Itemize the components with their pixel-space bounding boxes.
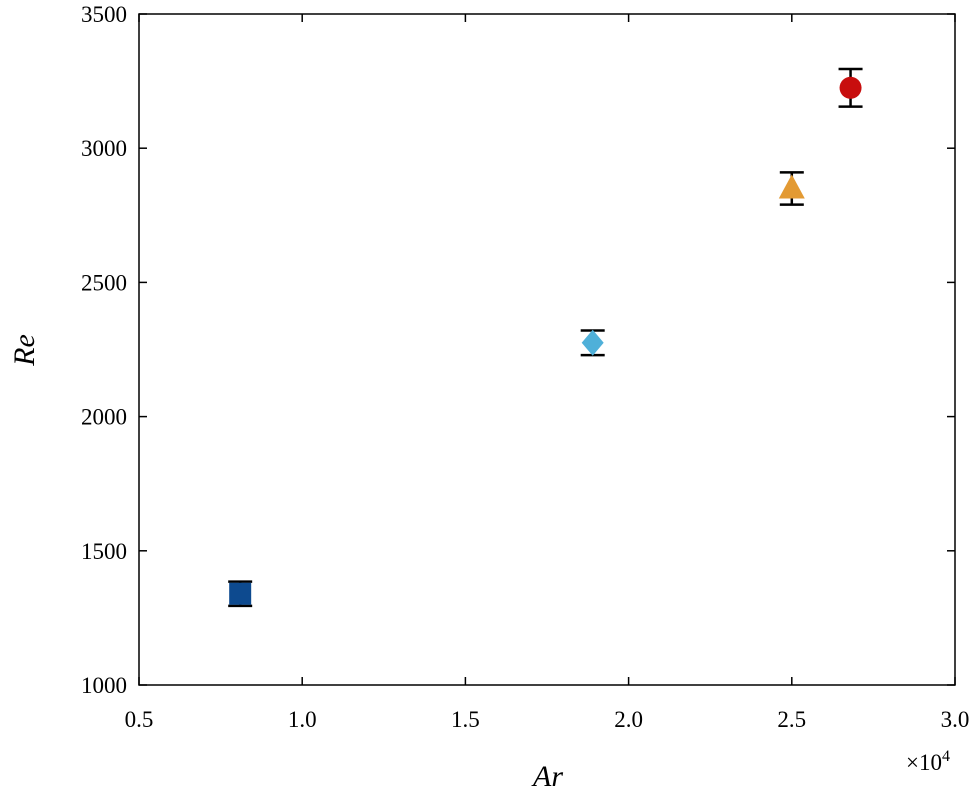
x-tick-label: 0.5 (125, 707, 154, 732)
y-tick-label: 3000 (81, 136, 127, 161)
x-scale-base: ×10 (906, 750, 942, 775)
plot-frame (138, 13, 956, 686)
x-scale-exponent: 4 (942, 748, 950, 765)
y-tick-label: 2500 (81, 270, 127, 295)
x-tick-label: 1.5 (451, 707, 480, 732)
marker (581, 329, 604, 356)
x-scale-label: ×104 (906, 748, 950, 775)
x-axis-label: Ar (531, 760, 563, 793)
marker (839, 76, 862, 99)
y-axis-label: Re (8, 334, 41, 367)
y-tick-label: 2000 (81, 405, 127, 430)
x-tick-label: 2.5 (777, 707, 806, 732)
y-tick-label: 3500 (81, 2, 127, 27)
y-tick-label: 1500 (81, 539, 127, 564)
y-tick-label: 1000 (81, 673, 127, 698)
x-tick-label: 2.0 (614, 707, 643, 732)
x-tick-label: 1.0 (288, 707, 317, 732)
marker (778, 174, 805, 199)
marker (229, 582, 252, 605)
x-tick-label: 3.0 (941, 707, 970, 732)
